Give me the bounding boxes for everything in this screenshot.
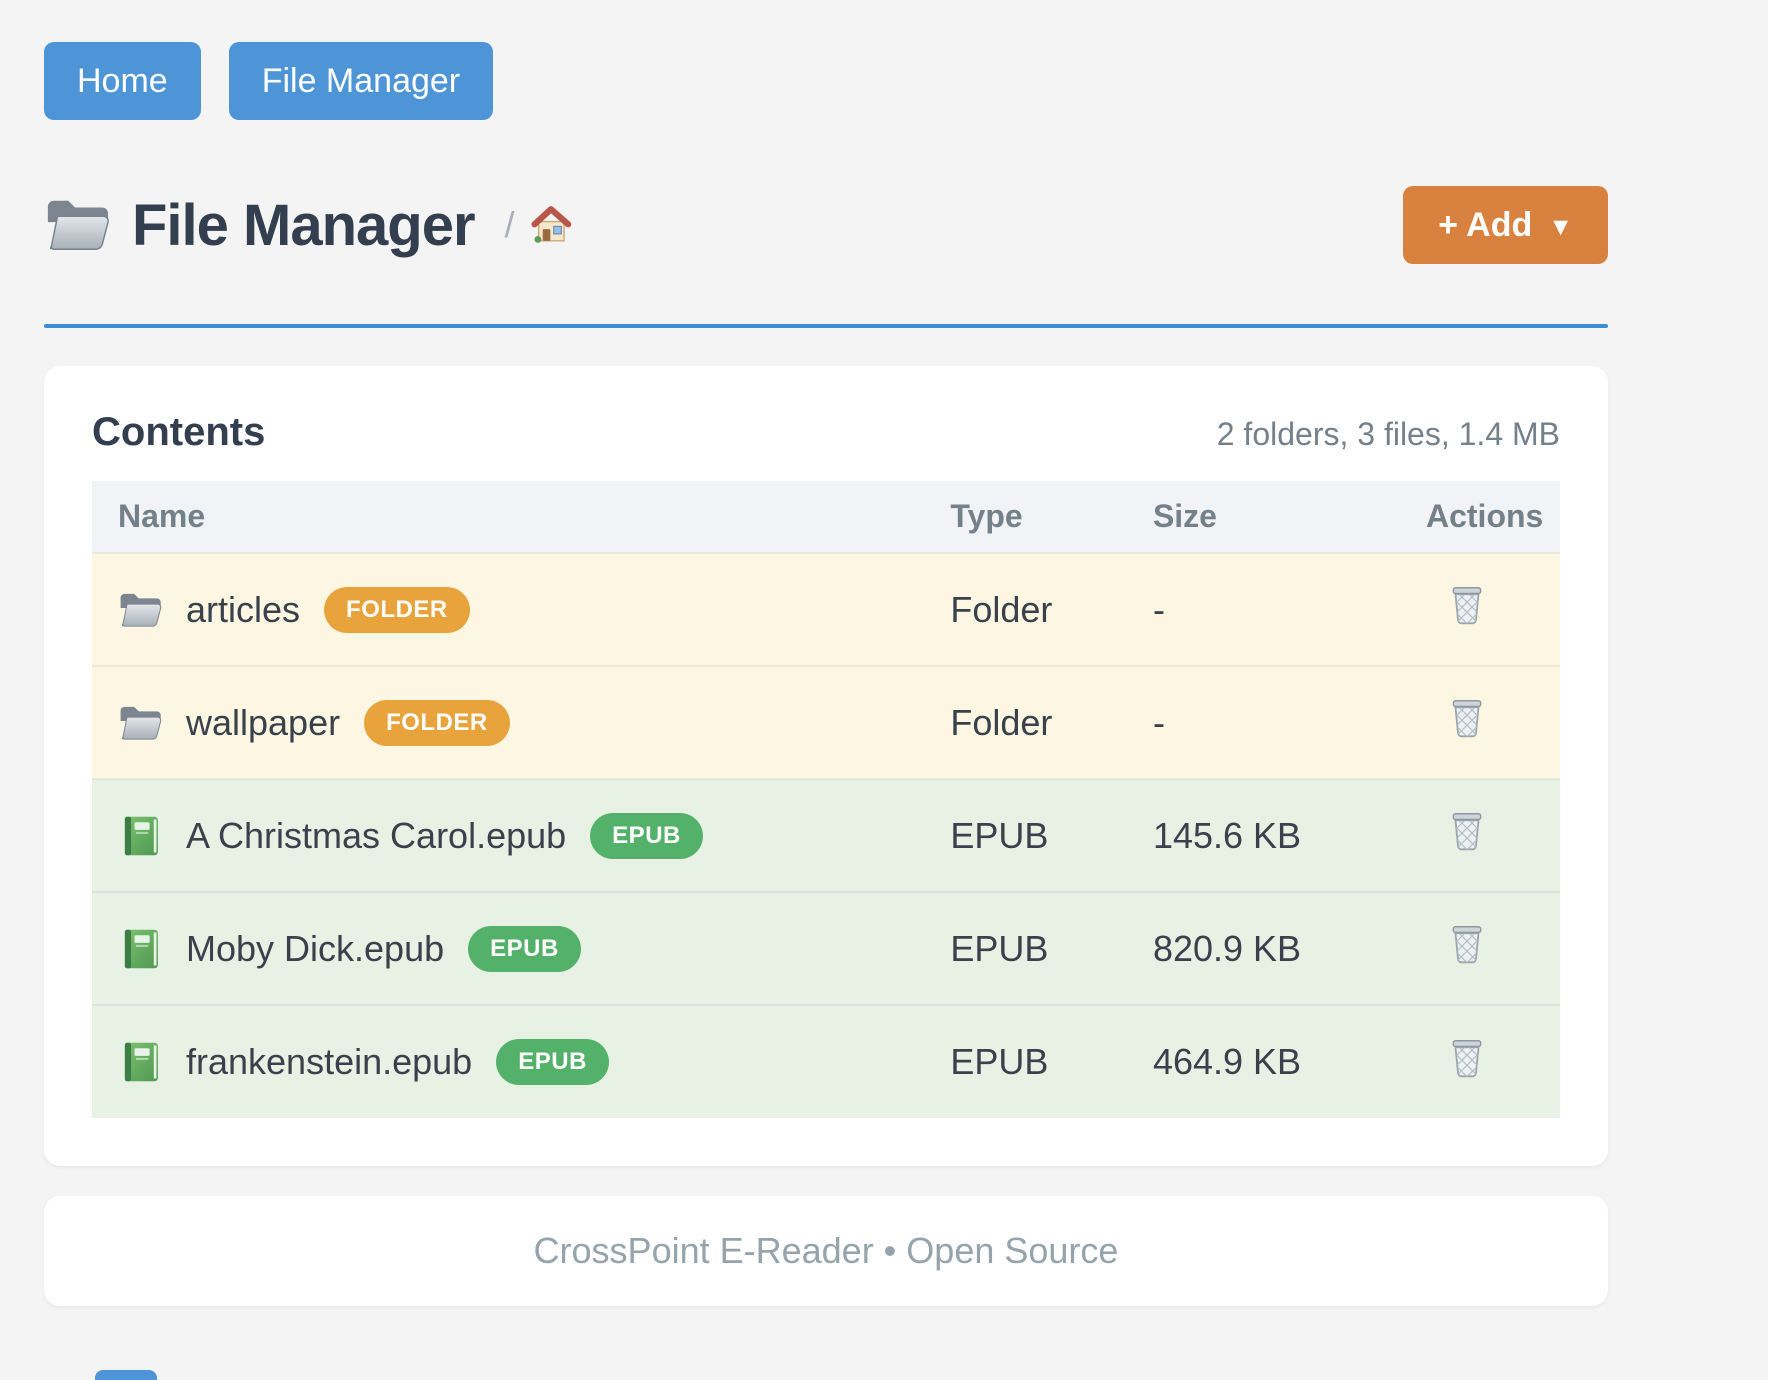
file-table: Name Type Size Actions articles FOLDER F…: [92, 481, 1560, 1118]
table-row-articles[interactable]: articles FOLDER Folder -: [92, 552, 1560, 666]
column-header-size: Size: [1126, 481, 1400, 553]
add-button[interactable]: + Add ▼: [1403, 186, 1608, 264]
folder-icon: [118, 588, 162, 632]
page: Home File Manager File Manager / + Add ▼…: [44, 42, 1608, 1306]
file-size: 820.9 KB: [1126, 891, 1400, 1005]
table-row-wallpaper[interactable]: wallpaper FOLDER Folder -: [92, 665, 1560, 779]
folder-icon: [44, 196, 110, 254]
delete-button[interactable]: [1444, 1035, 1490, 1081]
file-name: wallpaper: [186, 701, 341, 743]
table-row-moby-dick[interactable]: Moby Dick.epub EPUB EPUB 820.9 KB: [92, 891, 1560, 1005]
offscreen-nav-button-fragment[interactable]: [95, 1370, 157, 1380]
file-type: EPUB: [924, 778, 1127, 892]
folder-badge: FOLDER: [364, 699, 510, 746]
page-title: File Manager: [132, 192, 476, 258]
column-header-type: Type: [924, 481, 1127, 553]
column-header-actions: Actions: [1399, 481, 1560, 553]
caret-down-icon: ▼: [1548, 212, 1573, 241]
file-name: Moby Dick.epub: [186, 927, 445, 969]
epub-badge: EPUB: [590, 812, 703, 859]
footer-text: CrossPoint E-Reader • Open Source: [533, 1230, 1119, 1271]
table-header-row: Name Type Size Actions: [92, 481, 1560, 553]
folder-icon: [118, 701, 162, 745]
breadcrumb-separator: /: [504, 204, 515, 245]
file-type: EPUB: [924, 891, 1127, 1005]
title-divider: [44, 324, 1608, 328]
delete-button[interactable]: [1444, 921, 1490, 967]
file-size: -: [1126, 552, 1400, 666]
column-header-name: Name: [92, 481, 925, 553]
epub-badge: EPUB: [468, 925, 581, 972]
file-size: 464.9 KB: [1126, 1004, 1400, 1118]
trash-icon: [1444, 1035, 1490, 1081]
nav-file-manager-button[interactable]: File Manager: [228, 42, 494, 120]
file-name: articles: [186, 588, 301, 630]
trash-icon: [1444, 808, 1490, 854]
trash-icon: [1444, 921, 1490, 967]
nav-home-button[interactable]: Home: [44, 42, 201, 120]
contents-summary: 2 folders, 3 files, 1.4 MB: [1216, 416, 1560, 452]
breadcrumb: /: [505, 203, 573, 247]
footer-card: CrossPoint E-Reader • Open Source: [44, 1196, 1608, 1306]
contents-card-header: Contents 2 folders, 3 files, 1.4 MB: [92, 410, 1560, 455]
top-nav: Home File Manager: [44, 42, 1608, 120]
delete-button[interactable]: [1444, 582, 1490, 628]
file-size: 145.6 KB: [1126, 778, 1400, 892]
green-book-icon: [118, 814, 162, 858]
green-book-icon: [118, 1040, 162, 1084]
contents-heading: Contents: [92, 410, 266, 454]
file-name: A Christmas Carol.epub: [186, 814, 567, 856]
file-size: -: [1126, 665, 1400, 779]
delete-button[interactable]: [1444, 808, 1490, 854]
green-book-icon: [118, 927, 162, 971]
trash-icon: [1444, 582, 1490, 628]
file-type: Folder: [924, 552, 1127, 666]
file-name: frankenstein.epub: [186, 1041, 473, 1082]
title-row: File Manager / + Add ▼: [44, 186, 1608, 264]
delete-button[interactable]: [1444, 695, 1490, 741]
epub-badge: EPUB: [496, 1039, 609, 1085]
file-type: Folder: [924, 665, 1127, 779]
add-button-label: + Add: [1438, 205, 1533, 244]
file-type: EPUB: [924, 1004, 1127, 1118]
trash-icon: [1444, 695, 1490, 741]
house-icon[interactable]: [529, 203, 573, 247]
folder-badge: FOLDER: [324, 586, 470, 633]
contents-card: Contents 2 folders, 3 files, 1.4 MB Name…: [44, 366, 1608, 1166]
table-row-christmas-carol[interactable]: A Christmas Carol.epub EPUB EPUB 145.6 K…: [92, 778, 1560, 892]
table-row-frankenstein[interactable]: frankenstein.epub EPUB EPUB 464.9 KB: [92, 1004, 1560, 1118]
